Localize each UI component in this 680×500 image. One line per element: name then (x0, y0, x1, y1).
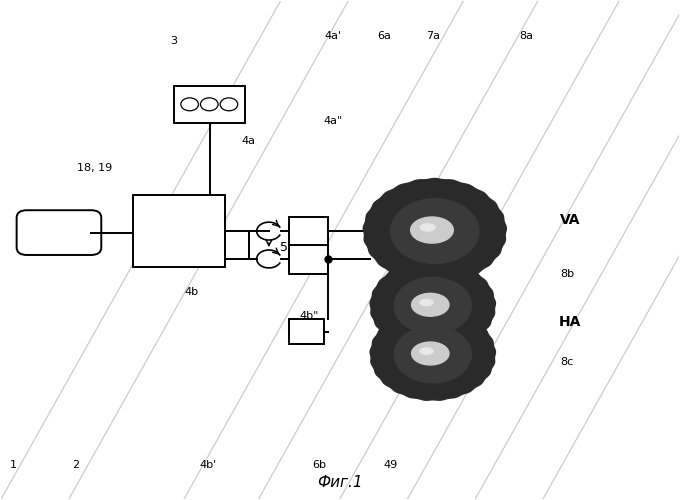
Text: 3: 3 (171, 36, 177, 46)
Text: HA: HA (559, 315, 581, 329)
Bar (289, 245, 328, 274)
Circle shape (394, 326, 471, 383)
Polygon shape (370, 260, 496, 352)
Text: 49: 49 (384, 460, 398, 470)
Text: 4a': 4a' (324, 31, 342, 41)
Ellipse shape (411, 342, 449, 365)
Bar (174, 86, 245, 123)
Polygon shape (370, 308, 496, 400)
Text: 6a: 6a (377, 31, 391, 41)
Text: 4a: 4a (241, 136, 256, 145)
Text: 8a: 8a (520, 31, 533, 41)
Polygon shape (363, 178, 507, 284)
Text: 4b": 4b" (300, 310, 319, 320)
Ellipse shape (420, 224, 435, 231)
Text: Фиг.1: Фиг.1 (317, 475, 363, 490)
Bar (289, 217, 328, 246)
Circle shape (391, 198, 479, 264)
Ellipse shape (411, 294, 449, 316)
Ellipse shape (420, 300, 433, 306)
Text: 7a: 7a (426, 31, 441, 41)
Text: 5: 5 (280, 241, 288, 254)
Text: 18, 19: 18, 19 (78, 163, 112, 173)
Text: VA: VA (560, 213, 581, 227)
Circle shape (201, 98, 218, 111)
Bar (133, 196, 225, 268)
Text: 8b: 8b (560, 269, 574, 279)
Text: 8c: 8c (560, 357, 573, 367)
FancyBboxPatch shape (16, 210, 101, 255)
Circle shape (394, 278, 471, 334)
Text: 4b: 4b (184, 288, 198, 298)
Text: 4a": 4a" (324, 116, 343, 126)
Text: 4b': 4b' (199, 460, 216, 470)
Text: 1: 1 (10, 460, 17, 470)
Text: 6b: 6b (313, 460, 326, 470)
Bar (289, 318, 324, 344)
Ellipse shape (411, 217, 454, 243)
Ellipse shape (420, 348, 433, 354)
Circle shape (181, 98, 199, 111)
Circle shape (220, 98, 238, 111)
Text: 2: 2 (72, 460, 80, 470)
